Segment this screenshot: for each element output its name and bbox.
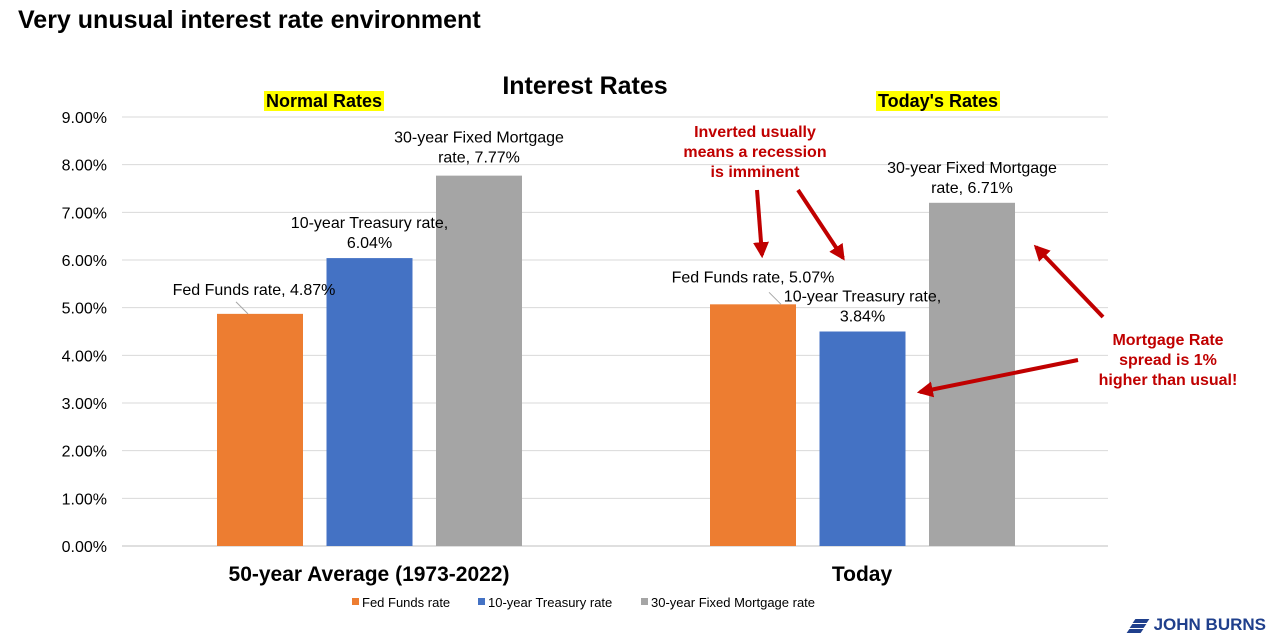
y-tick-label: 2.00% <box>62 444 107 461</box>
data-label: 30-year Fixed Mortgage rate, 6.71% <box>887 160 1057 197</box>
legend-swatch <box>478 598 485 605</box>
logo-text: JOHN BURNS <box>1153 615 1266 634</box>
legend-swatch <box>641 598 648 605</box>
callout-mortgage-spread-text: Mortgage Rate spread is 1% higher than usu… <box>1099 332 1238 389</box>
data-label: Fed Funds rate, 5.07% <box>672 269 835 286</box>
legend-label: 30-year Fixed Mortgage rate <box>651 595 815 610</box>
slide-title: Very unusual interest rate environment <box>18 6 481 34</box>
y-tick-label: 9.00% <box>62 110 107 127</box>
logo-mark-icon <box>1126 618 1150 633</box>
group-header-highlight <box>263 91 385 111</box>
label-leader-line <box>235 301 249 315</box>
y-tick-label: 8.00% <box>62 158 107 175</box>
legend-label: Fed Funds rate <box>362 595 450 610</box>
bar-10-year-treasury-rate <box>819 331 906 546</box>
callout-arrow <box>753 189 769 259</box>
legend-swatch <box>352 598 359 605</box>
x-category-label: 50-year Average (1973-2022) <box>229 563 510 586</box>
callout-arrow <box>916 358 1079 398</box>
bar-fed-funds-rate <box>710 304 796 546</box>
y-tick-label: 7.00% <box>62 205 107 222</box>
data-label: 10-year Treasury rate, 3.84% <box>784 289 941 326</box>
callout-arrow <box>796 188 845 261</box>
group-header: Normal Rates <box>266 91 382 111</box>
y-tick-label: 4.00% <box>62 348 107 365</box>
data-label: Fed Funds rate, 4.87% <box>173 282 336 299</box>
callout-inversion-text: Inverted usually means a recession is immi… <box>683 124 826 181</box>
john-burns-logo: JOHN BURNS <box>1126 615 1266 635</box>
bar-fed-funds-rate <box>217 313 303 546</box>
x-category-label: Today <box>832 563 893 586</box>
callout-arrow <box>1033 244 1105 319</box>
group-header: Today's Rates <box>878 91 998 111</box>
data-label: 30-year Fixed Mortgage rate, 7.77% <box>394 130 564 167</box>
label-leader-line <box>768 291 782 305</box>
data-label: 10-year Treasury rate, 6.04% <box>291 215 448 252</box>
y-tick-label: 3.00% <box>62 396 107 413</box>
y-tick-label: 0.00% <box>62 539 107 556</box>
bar-30-year-fixed-mortgage-rate <box>436 175 522 546</box>
y-tick-label: 5.00% <box>62 301 107 318</box>
y-tick-label: 6.00% <box>62 253 107 270</box>
y-tick-label: 1.00% <box>62 491 107 508</box>
group-header-highlight <box>876 91 1000 111</box>
bar-10-year-treasury-rate <box>326 258 413 546</box>
chart-title: Interest Rates <box>502 72 667 100</box>
legend-label: 10-year Treasury rate <box>488 595 612 610</box>
